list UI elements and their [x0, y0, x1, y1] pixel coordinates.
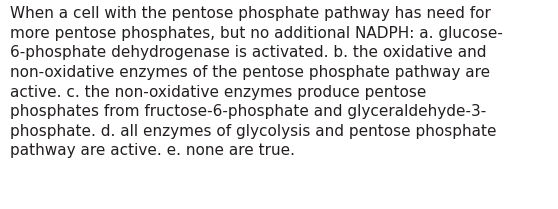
Text: When a cell with the pentose phosphate pathway has need for
more pentose phospha: When a cell with the pentose phosphate p… [10, 6, 503, 158]
